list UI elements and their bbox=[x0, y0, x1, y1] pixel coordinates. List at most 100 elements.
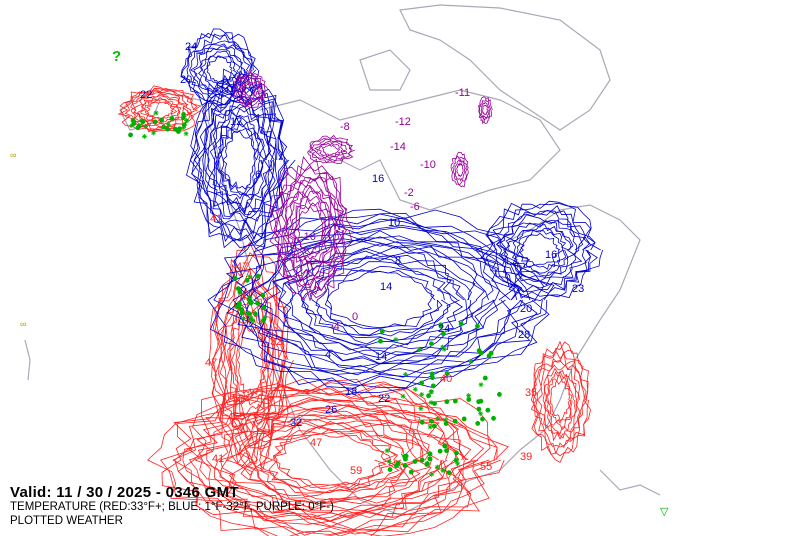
rain-symbol bbox=[234, 304, 240, 310]
subzero-contour bbox=[269, 156, 354, 301]
rain-symbol bbox=[482, 375, 488, 381]
contour-label: 40 bbox=[440, 373, 452, 385]
snow-symbol bbox=[401, 454, 407, 459]
haze-symbol-icon: ∞ bbox=[20, 319, 26, 329]
warm-contour bbox=[543, 367, 578, 435]
rain-symbol bbox=[419, 457, 425, 463]
rain-symbol bbox=[402, 463, 408, 468]
rain-symbol bbox=[491, 415, 496, 421]
warm-contour bbox=[208, 241, 294, 476]
rain-symbol bbox=[427, 451, 433, 457]
warm-contour bbox=[124, 87, 195, 131]
contour-label: 14 bbox=[375, 351, 387, 363]
subzero-contour bbox=[450, 151, 469, 188]
contour-label: 8 bbox=[395, 255, 401, 267]
contour-label: 47 bbox=[205, 357, 217, 369]
cold-contour bbox=[214, 111, 267, 212]
contour-label: 41 bbox=[240, 291, 252, 303]
rain-symbol bbox=[458, 321, 464, 327]
warm-contour bbox=[535, 351, 585, 448]
rain-symbol bbox=[378, 338, 383, 344]
rain-symbol bbox=[181, 111, 187, 117]
rain-symbol bbox=[444, 371, 450, 376]
contour-label: 41 bbox=[212, 453, 224, 465]
rain-symbol bbox=[253, 311, 258, 317]
subzero-contour bbox=[243, 82, 256, 97]
snow-symbol bbox=[402, 372, 408, 377]
warm-contour bbox=[145, 101, 174, 119]
rain-symbol bbox=[429, 371, 435, 377]
cold-contour bbox=[283, 246, 478, 356]
warm-contour bbox=[137, 95, 182, 125]
rain-symbol bbox=[136, 123, 142, 129]
snow-symbol bbox=[419, 392, 425, 397]
contour-label: 4 bbox=[325, 349, 331, 361]
subzero-contour bbox=[307, 134, 355, 165]
snow-symbol bbox=[441, 346, 447, 352]
warm-contour bbox=[147, 381, 501, 536]
snow-symbol bbox=[478, 411, 484, 417]
cold-contour bbox=[475, 202, 604, 302]
haze-symbol-icon: ∞ bbox=[10, 150, 16, 160]
warm-contour bbox=[530, 340, 591, 463]
snow-symbol bbox=[440, 468, 446, 473]
contour-label: 6 bbox=[255, 169, 261, 181]
subzero-contour bbox=[297, 205, 324, 254]
subzero-contour bbox=[479, 98, 491, 123]
cold-contour bbox=[252, 236, 506, 365]
rain-symbol bbox=[152, 119, 158, 125]
subzero-contour bbox=[232, 69, 269, 109]
missing-station-symbol: ? bbox=[112, 48, 122, 65]
contour-label: 41 bbox=[210, 213, 222, 225]
contour-label: 24 bbox=[185, 41, 197, 53]
contour-label: 24 bbox=[438, 323, 450, 335]
snow-symbol bbox=[241, 316, 247, 322]
warm-contour bbox=[549, 379, 571, 422]
contour-label: 22 bbox=[378, 393, 390, 405]
subzero-contour bbox=[313, 140, 346, 159]
snow-symbol bbox=[151, 130, 156, 136]
cold-contour bbox=[216, 116, 264, 200]
contour-label: 28 bbox=[518, 329, 530, 341]
cold-contour bbox=[220, 127, 258, 195]
contour-label: -8 bbox=[340, 121, 350, 133]
rain-symbol bbox=[161, 124, 167, 130]
warm-contour bbox=[140, 96, 181, 123]
rain-symbol bbox=[475, 420, 481, 426]
rain-symbol bbox=[246, 311, 252, 316]
rain-symbol bbox=[432, 401, 437, 406]
cold-contour bbox=[502, 220, 575, 279]
warm-contour bbox=[219, 277, 283, 448]
cold-contour bbox=[297, 254, 466, 345]
rain-symbol bbox=[232, 275, 238, 281]
warm-contour bbox=[537, 359, 582, 442]
snow-symbol bbox=[129, 123, 135, 128]
coastline bbox=[24, 339, 31, 381]
contour-label: -14 bbox=[390, 141, 406, 153]
contour-label: 55 bbox=[233, 411, 245, 423]
cold-contour bbox=[205, 96, 278, 219]
subzero-contour bbox=[318, 142, 343, 158]
rain-symbol bbox=[237, 289, 243, 295]
cold-contour bbox=[480, 200, 601, 299]
rain-symbol bbox=[480, 416, 485, 422]
cold-contour bbox=[263, 238, 496, 365]
contour-label: 20 bbox=[180, 74, 192, 86]
rain-symbol bbox=[430, 375, 435, 381]
warm-contour bbox=[547, 374, 573, 425]
contour-label: 16 bbox=[545, 249, 557, 261]
rain-symbol bbox=[260, 292, 266, 298]
cold-contour bbox=[485, 205, 596, 294]
snow-symbol bbox=[247, 274, 253, 280]
cold-contour bbox=[222, 130, 256, 190]
rain-symbol bbox=[128, 132, 133, 138]
warm-contour bbox=[530, 341, 589, 457]
cold-contour bbox=[300, 252, 472, 346]
cold-contour bbox=[287, 250, 472, 349]
snow-symbol bbox=[141, 133, 147, 139]
contour-label: 20 bbox=[520, 303, 532, 315]
warm-contour bbox=[259, 425, 408, 494]
subzero-contour bbox=[477, 96, 493, 125]
subzero-contour bbox=[273, 172, 347, 292]
